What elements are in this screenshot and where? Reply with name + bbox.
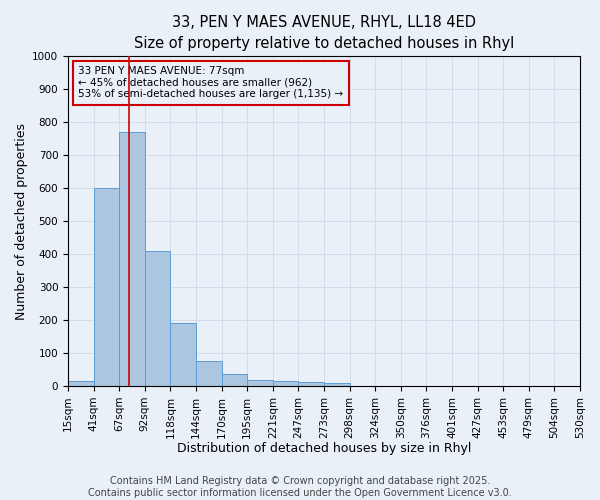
Y-axis label: Number of detached properties: Number of detached properties [15, 122, 28, 320]
Bar [170, 324, 196, 386]
Bar [221, 374, 247, 386]
Bar [145, 251, 170, 386]
Bar [298, 382, 324, 386]
Text: Contains HM Land Registry data © Crown copyright and database right 2025.
Contai: Contains HM Land Registry data © Crown c… [88, 476, 512, 498]
Bar [324, 384, 350, 386]
X-axis label: Distribution of detached houses by size in Rhyl: Distribution of detached houses by size … [177, 442, 471, 455]
Bar [273, 381, 298, 386]
Bar [247, 380, 273, 386]
Bar [196, 362, 221, 386]
Bar [68, 381, 94, 386]
Text: 33 PEN Y MAES AVENUE: 77sqm
← 45% of detached houses are smaller (962)
53% of se: 33 PEN Y MAES AVENUE: 77sqm ← 45% of det… [78, 66, 343, 100]
Title: 33, PEN Y MAES AVENUE, RHYL, LL18 4ED
Size of property relative to detached hous: 33, PEN Y MAES AVENUE, RHYL, LL18 4ED Si… [134, 15, 514, 51]
Bar [119, 132, 145, 386]
Bar [94, 188, 119, 386]
